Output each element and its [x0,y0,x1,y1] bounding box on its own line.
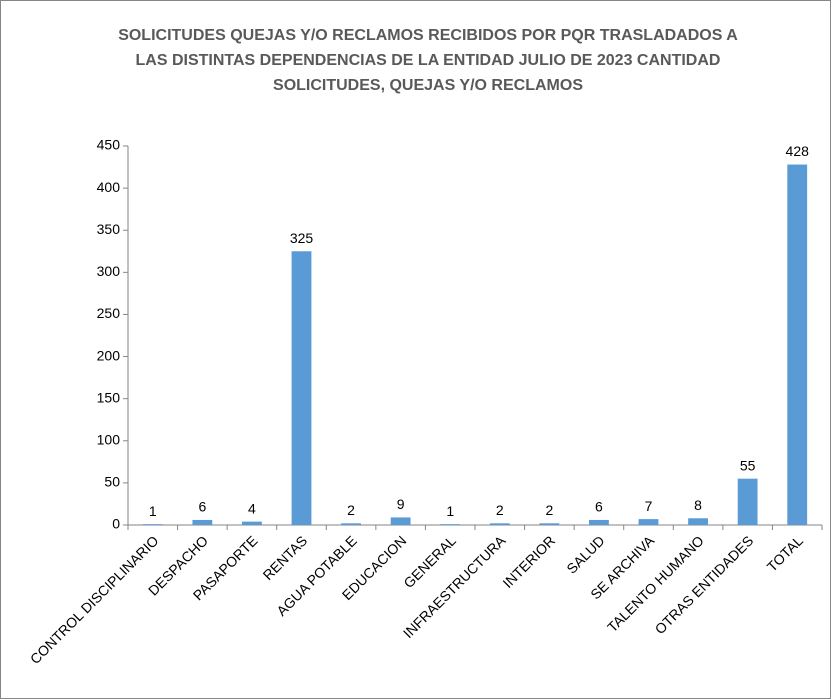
data-label: 55 [740,457,756,473]
bar [638,519,659,525]
y-tick-label: 300 [97,263,121,279]
data-label: 6 [198,499,206,515]
y-tick-label: 150 [97,389,121,405]
chart-title: SOLICITUDES, QUEJAS Y/O RECLAMOS [273,77,583,94]
data-label: 6 [595,499,603,515]
data-label: 8 [694,497,702,513]
bar [489,523,510,525]
bar [787,164,808,526]
data-label: 428 [786,143,810,159]
chart-title: LAS DISTINTAS DEPENDENCIAS DE LA ENTIDAD… [136,52,721,69]
data-label: 1 [149,503,157,519]
y-tick-label: 200 [97,347,121,363]
bar [440,524,461,525]
y-tick-label: 100 [97,431,121,447]
y-tick-label: 350 [97,221,121,237]
y-tick-label: 250 [97,305,121,321]
data-label: 9 [397,496,405,512]
bar [142,524,163,525]
chart-title: SOLICITUDES QUEJAS Y/O RECLAMOS RECIBIDO… [118,27,738,44]
bar [242,521,262,525]
data-label: 2 [496,502,504,518]
bar [192,519,213,525]
data-label: 7 [645,498,653,514]
bar [341,523,361,525]
y-tick-label: 0 [112,516,120,532]
data-label: 1 [446,503,454,519]
y-tick-label: 400 [97,179,121,195]
data-label: 2 [545,502,553,518]
bar [589,519,609,525]
bar [291,251,312,525]
y-tick-label: 450 [97,137,121,153]
data-label: 4 [248,500,256,516]
data-label: 325 [290,230,314,246]
data-label: 2 [347,502,355,518]
bar [737,478,758,525]
y-tick-label: 50 [104,474,120,490]
bar [390,517,411,525]
bar [539,523,560,525]
bar [688,518,708,525]
